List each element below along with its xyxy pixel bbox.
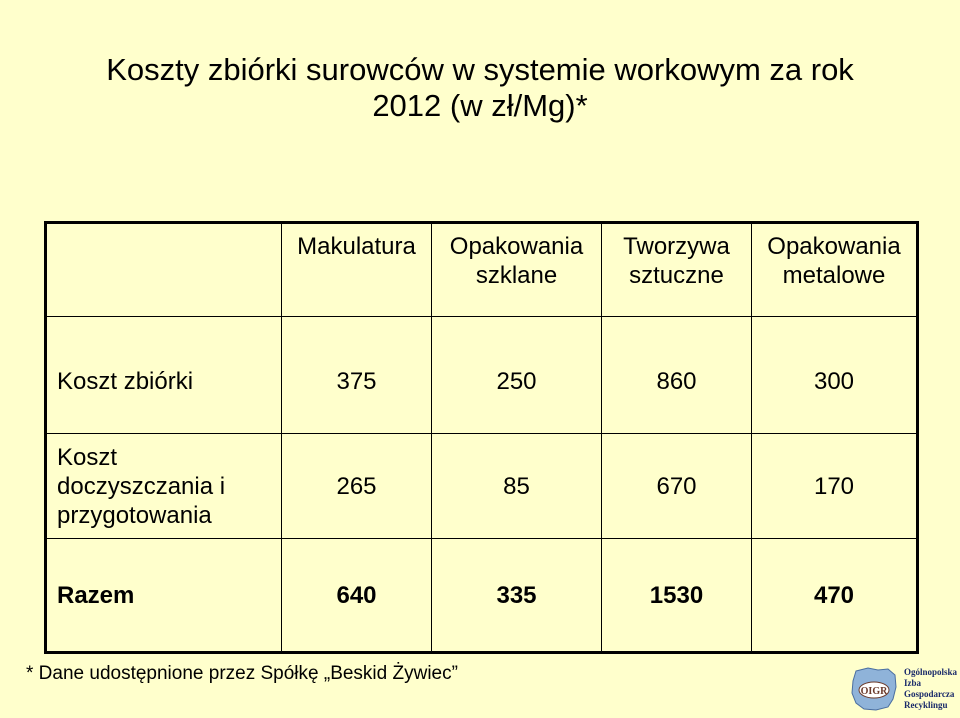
title-line-1: Koszty zbiórki surowców w systemie worko… xyxy=(106,52,854,87)
cell-value: 1530 xyxy=(601,538,752,653)
cell-value: 335 xyxy=(431,538,602,653)
cell-value: 860 xyxy=(601,316,752,434)
title-line-2: 2012 (w zł/Mg)* xyxy=(372,88,588,123)
cost-table: Makulatura Opakowania szklane Tworzywa s… xyxy=(44,221,919,654)
logo-line: Recyklingu xyxy=(904,700,948,710)
cell-value: 250 xyxy=(431,316,602,434)
footnote: * Dane udostępnione przez Spółkę „Beskid… xyxy=(26,663,458,684)
cell-value: 640 xyxy=(281,538,432,653)
cell-value: 85 xyxy=(431,433,602,539)
logo-line: Ogólnopolska xyxy=(904,667,958,677)
header-opakowania-metalowe: Opakowania metalowe xyxy=(751,222,918,317)
poland-map-logo-icon: OIGR xyxy=(848,665,900,713)
row-label: Koszt zbiórki xyxy=(45,316,282,434)
logo-line: Izba xyxy=(904,678,922,688)
cell-value: 375 xyxy=(281,316,432,434)
cell-value: 470 xyxy=(751,538,918,653)
row-label: Koszt doczyszczania i przygotowania xyxy=(45,433,282,539)
header-makulatura: Makulatura xyxy=(281,222,432,317)
cell-value: 300 xyxy=(751,316,918,434)
row-label: Razem xyxy=(45,538,282,653)
logo-line: Gospodarcza xyxy=(904,689,955,699)
table-row: Koszt doczyszczania i przygotowania 265 … xyxy=(45,433,918,539)
header-opakowania-szklane: Opakowania szklane xyxy=(431,222,602,317)
cell-value: 170 xyxy=(751,433,918,539)
logo-text: Ogólnopolska Izba Gospodarcza Recyklingu xyxy=(904,667,957,711)
table-total-row: Razem 640 335 1530 470 xyxy=(45,538,918,653)
header-tworzywa-sztuczne: Tworzywa sztuczne xyxy=(601,222,752,317)
logo-badge: OIGR xyxy=(861,686,888,697)
cell-value: 670 xyxy=(601,433,752,539)
oigr-logo: OIGR Ogólnopolska Izba Gospodarcza Recyk… xyxy=(848,664,957,714)
cell-value: 265 xyxy=(281,433,432,539)
header-empty-cell xyxy=(45,222,282,317)
table-header-row: Makulatura Opakowania szklane Tworzywa s… xyxy=(45,222,918,317)
page-title: Koszty zbiórki surowców w systemie worko… xyxy=(60,52,900,124)
table-row: Koszt zbiórki 375 250 860 300 xyxy=(45,316,918,434)
